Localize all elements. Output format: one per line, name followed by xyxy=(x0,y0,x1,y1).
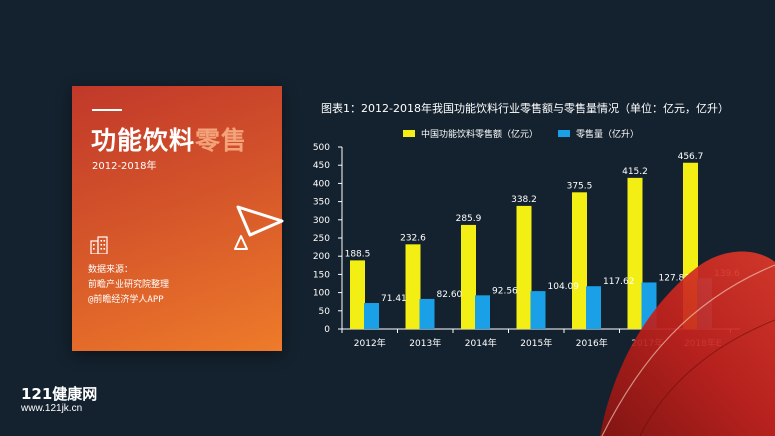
bar xyxy=(586,286,601,329)
bar xyxy=(475,295,490,329)
bar xyxy=(405,244,421,329)
x-tick-label: 2017年 xyxy=(631,337,663,349)
x-axis: 2012年 2013年 2014年 2015年 2016年 2017年 2018年E xyxy=(341,329,731,349)
legend: 中国功能饮料零售额（亿元） 零售量（亿升） xyxy=(403,128,639,140)
data-label: 139.60 xyxy=(714,269,740,279)
y-tick-label: 350 xyxy=(313,198,330,208)
bar xyxy=(350,260,365,329)
data-label: 285.9 xyxy=(456,214,482,224)
x-tick-label: 2013年 xyxy=(409,337,441,349)
data-label: 232.6 xyxy=(400,233,426,243)
title-card: 功能饮料零售 2012-2018年 数据来源： 前瞻产业研究院整理 @前瞻经济学… xyxy=(72,86,282,351)
source-line: 数据来源： xyxy=(88,265,134,275)
data-label: 127.83 xyxy=(659,273,691,283)
bar xyxy=(683,162,698,329)
bar xyxy=(364,303,379,329)
legend-label-sales: 中国功能饮料零售额（亿元） xyxy=(421,128,538,140)
data-label: 71.41 xyxy=(381,294,407,304)
chart-title: 图表1：2012-2018年我国功能饮料行业零售额与零售量情况（单位：亿元，亿升… xyxy=(321,102,729,115)
bar xyxy=(516,205,532,329)
watermark-url: www.121jk.cn xyxy=(21,403,83,414)
card-years: 2012-2018年 xyxy=(92,161,157,172)
data-label: 92.56 xyxy=(492,286,518,296)
legend-swatch-sales xyxy=(403,130,415,137)
play-triangle-icon xyxy=(236,205,284,237)
y-tick-label: 50 xyxy=(319,307,331,317)
bar xyxy=(641,282,657,329)
data-label: 415.2 xyxy=(622,167,648,177)
legend-label-volume: 零售量（亿升） xyxy=(576,128,639,140)
x-tick-label: 2014年 xyxy=(465,337,497,349)
data-label: 456.7 xyxy=(678,152,704,162)
legend-swatch-volume xyxy=(558,130,570,137)
y-tick-label: 200 xyxy=(313,252,330,262)
bar-chart: 中国功能饮料零售额（亿元） 零售量（亿升） 0 50 100 150 200 250 300… xyxy=(313,128,740,349)
data-label: 104.09 xyxy=(548,282,580,292)
y-tick-label: 450 xyxy=(313,161,330,171)
card-title-accent: 零售 xyxy=(195,126,248,155)
source-note: 数据来源： 前瞻产业研究院整理 @前瞻经济学人APP xyxy=(88,263,169,308)
title-accent-bar xyxy=(92,109,122,111)
data-label: 338.2 xyxy=(511,195,537,205)
x-tick-label: 2015年 xyxy=(520,337,552,349)
y-axis: 0 50 100 150 200 250 300 350 400 450 500 xyxy=(313,143,343,335)
small-triangle-icon xyxy=(234,235,248,250)
card-title: 功能饮料零售 xyxy=(91,121,247,157)
bar xyxy=(697,278,712,329)
data-label: 117.62 xyxy=(603,277,635,287)
watermark-name: 121健康网 xyxy=(21,385,98,403)
y-tick-label: 150 xyxy=(313,270,330,280)
y-tick-label: 500 xyxy=(313,143,330,153)
data-label: 188.5 xyxy=(345,249,371,259)
data-label: 82.60 xyxy=(437,290,463,300)
x-tick-label: 2016年 xyxy=(576,337,608,349)
bar xyxy=(572,192,587,329)
source-line: @前瞻经济学人APP xyxy=(88,295,164,305)
x-tick-label: 2012年 xyxy=(354,337,386,349)
card-title-main: 功能饮料 xyxy=(91,126,196,155)
y-tick-label: 300 xyxy=(313,216,330,226)
x-tick-label: 2018年E xyxy=(684,337,722,349)
y-tick-label: 250 xyxy=(313,234,330,244)
y-tick-label: 100 xyxy=(313,289,330,299)
source-line: 前瞻产业研究院整理 xyxy=(88,280,170,290)
bar xyxy=(419,298,435,329)
bar xyxy=(461,224,476,329)
y-tick-label: 400 xyxy=(313,179,330,189)
data-label: 375.5 xyxy=(567,181,593,191)
bar xyxy=(530,291,546,329)
bar xyxy=(627,177,643,329)
y-tick-label: 0 xyxy=(324,325,330,335)
building-icon xyxy=(90,236,108,254)
